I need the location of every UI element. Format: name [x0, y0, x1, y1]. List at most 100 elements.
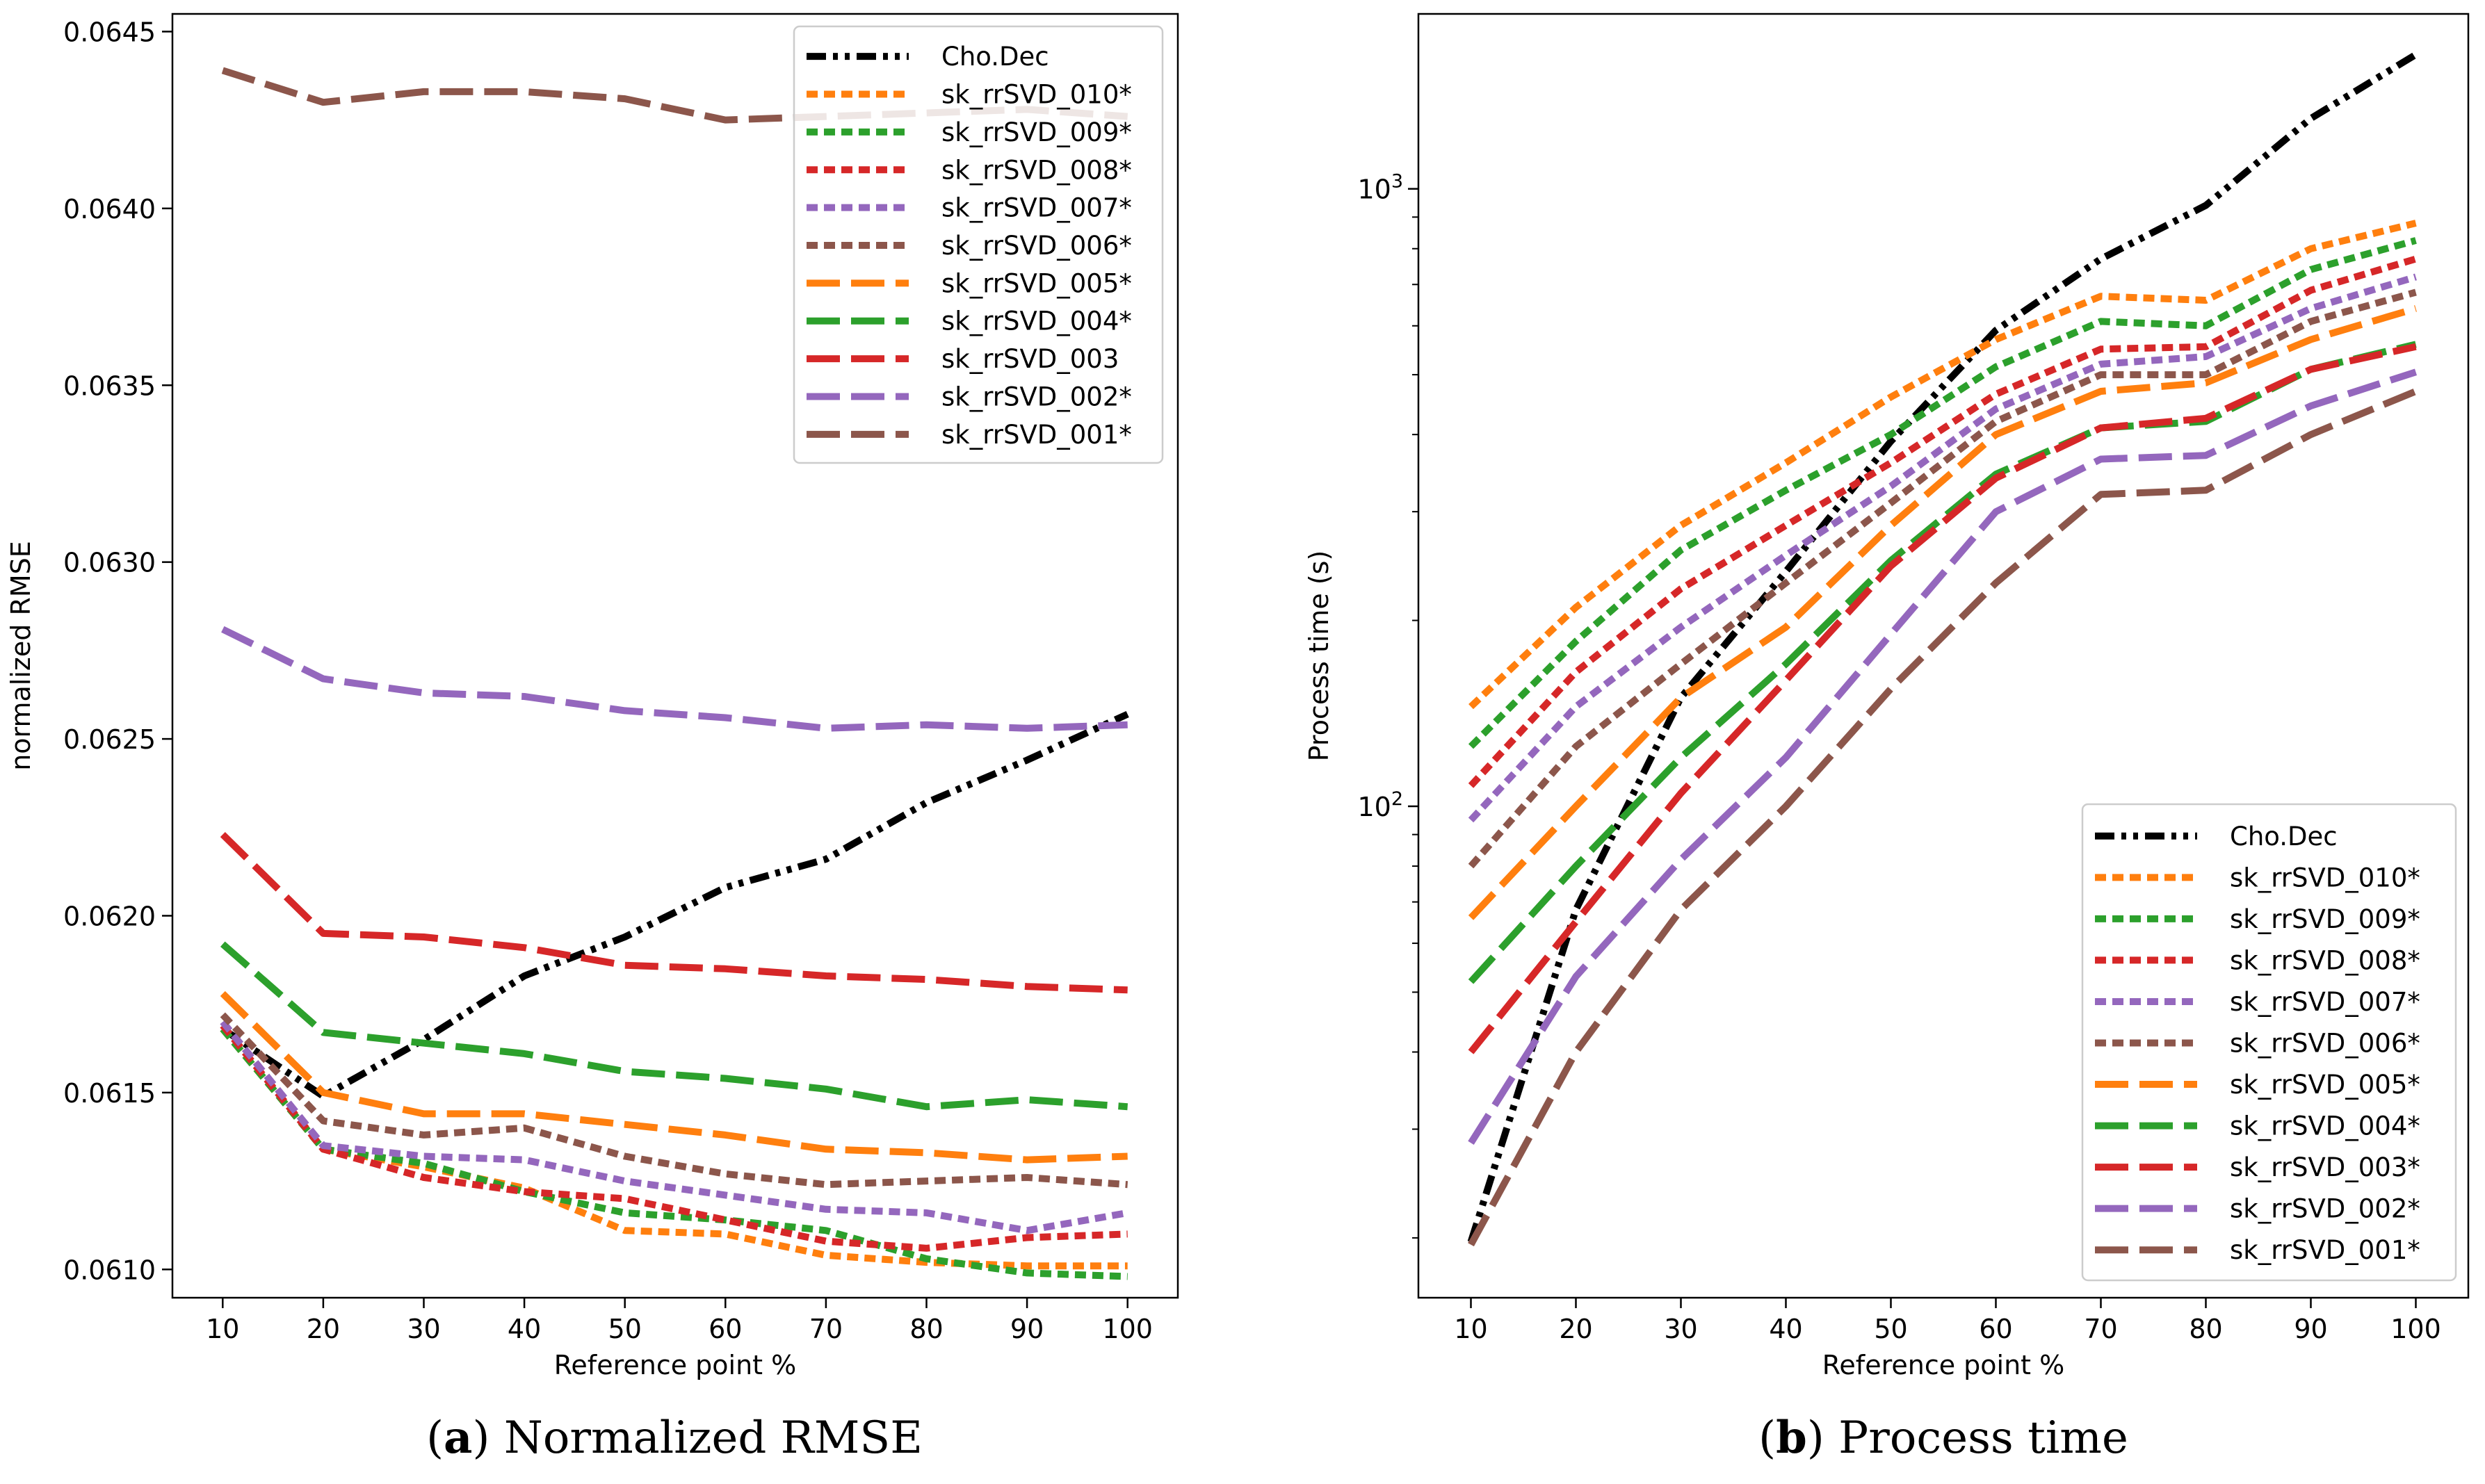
panel-a-legend-label: sk_rrSVD_002* — [941, 382, 1132, 411]
panel-b-legend-label: sk_rrSVD_009* — [2230, 904, 2420, 934]
panel-b-x-tick-label: 30 — [1664, 1314, 1697, 1344]
panel-a-legend-label: sk_rrSVD_001* — [941, 420, 1132, 450]
panel-b-legend-label: sk_rrSVD_002* — [2230, 1194, 2420, 1224]
panel-a-series-line-4 — [220, 1019, 1128, 1234]
panel-a-series-line-7 — [220, 941, 1128, 1111]
panel-b-x-axis-label: Reference point % — [1822, 1350, 2065, 1380]
panel-a-series-line-9 — [221, 626, 1128, 732]
panel-a-x-tick-label: 40 — [508, 1314, 541, 1344]
panel-b-legend-label: sk_rrSVD_010* — [2230, 863, 2420, 892]
panel-a-y-tick-label: 0.0640 — [63, 194, 156, 225]
panel-b-legend-label: sk_rrSVD_007* — [2230, 987, 2420, 1017]
panel-a-legend-item: sk_rrSVD_007* — [807, 193, 1132, 223]
panel-a-legend-label: sk_rrSVD_008* — [941, 155, 1132, 185]
panel-a-legend-label: sk_rrSVD_004* — [941, 307, 1132, 336]
panel-a-legend-item: sk_rrSVD_009* — [807, 117, 1132, 147]
panel-b-process-time: 10 20 30 40 50 60 70 80 90 100 102 103 Reference poi… — [1304, 13, 2470, 1464]
panel-b-series-line-1 — [1468, 220, 2417, 710]
panel-b-x-tick-label: 10 — [1454, 1314, 1487, 1344]
panel-b-y-tick-exponent: 2 — [1391, 788, 1403, 810]
panel-b-legend-label: sk_rrSVD_003* — [2230, 1152, 2420, 1182]
panel-a-series-line-0 — [220, 710, 1129, 1100]
panel-a-legend-item: sk_rrSVD_008* — [807, 155, 1132, 185]
panel-b-y-axis-label: Process time (s) — [1304, 551, 1334, 762]
panel-b-legend-item: sk_rrSVD_008* — [2095, 945, 2420, 975]
panel-a-legend-item: sk_rrSVD_003 — [807, 344, 1119, 374]
panel-b-caption: (b) Process time — [1758, 1412, 2128, 1464]
panel-a-x-tick-label: 90 — [1010, 1314, 1044, 1344]
panel-a-legend-item: sk_rrSVD_001* — [807, 420, 1132, 450]
panel-a-caption-text: ) Normalized RMSE — [473, 1412, 923, 1464]
panel-b-x-tick-label: 40 — [1769, 1314, 1802, 1344]
panel-b-legend-label: sk_rrSVD_001* — [2230, 1235, 2420, 1265]
panel-a-caption: (a) Normalized RMSE — [426, 1412, 923, 1464]
panel-b-x-tick-label: 80 — [2189, 1314, 2222, 1344]
panel-a-series-line-6 — [220, 990, 1128, 1164]
panel-b-legend-item: sk_rrSVD_002* — [2095, 1194, 2420, 1224]
panel-a-y-tick-label: 0.0615 — [63, 1078, 156, 1109]
panel-a-x-axis-label: Reference point % — [554, 1350, 797, 1380]
panel-a-legend-label: sk_rrSVD_005* — [941, 268, 1132, 298]
panel-b-x-tick-label: 50 — [1874, 1314, 1907, 1344]
panel-b-caption-letter: b — [1776, 1412, 1807, 1464]
panel-a-legend-item: sk_rrSVD_006* — [807, 231, 1132, 261]
panel-a-y-tick-label: 0.0610 — [63, 1255, 156, 1285]
panel-a-legend-label: Cho.Dec — [941, 42, 1049, 72]
panel-a-x-tick-label: 50 — [608, 1314, 642, 1344]
panel-b-legend-label: sk_rrSVD_004* — [2230, 1111, 2420, 1141]
panel-b-legend: Cho.Dec sk_rrSVD_010* sk_rrSVD_009* sk_rrSV… — [2081, 803, 2457, 1282]
panel-a-x-tick-label: 60 — [709, 1314, 742, 1344]
panel-a-series-line-2 — [220, 1027, 1128, 1280]
panel-a-y-tick-label: 0.0625 — [63, 724, 156, 755]
panel-a-series-line-5 — [220, 1012, 1128, 1189]
panel-b-x-tick-label: 60 — [1979, 1314, 2012, 1344]
panel-a-caption-letter: a — [444, 1412, 472, 1464]
panel-a-axes-frame — [171, 13, 1179, 1299]
panel-b-legend-label: sk_rrSVD_006* — [2230, 1029, 2420, 1059]
panel-a-legend-label: sk_rrSVD_006* — [941, 231, 1132, 261]
panel-a-y-axis-label: normalized RMSE — [6, 541, 36, 771]
panel-b-series-line-10 — [1468, 388, 2418, 1247]
panel-b-legend-label: sk_rrSVD_008* — [2230, 945, 2420, 975]
panel-a-series-line-3 — [220, 1023, 1128, 1252]
panel-b-caption-open: ( — [1758, 1412, 1776, 1464]
panel-b-series-line-8 — [1468, 343, 2417, 1054]
panel-b-series-line-0 — [1467, 51, 2418, 1244]
panel-a-legend: Cho.Dec sk_rrSVD_010* sk_rrSVD_009* sk_rrSV… — [793, 25, 1164, 464]
panel-b-legend-item: sk_rrSVD_003* — [2095, 1152, 2420, 1182]
panel-b-series-line-4 — [1468, 273, 2417, 823]
panel-b-x-tick-label: 90 — [2294, 1314, 2327, 1344]
panel-a-x-tick-label: 30 — [407, 1314, 440, 1344]
panel-a-x-tick-label: 20 — [307, 1314, 340, 1344]
panel-a-legend-label: sk_rrSVD_007* — [941, 193, 1132, 223]
panel-b-legend-item: Cho.Dec — [2095, 822, 2338, 851]
panel-a-x-tick-label: 80 — [909, 1314, 943, 1344]
panel-b-legend-item: sk_rrSVD_010* — [2095, 863, 2420, 892]
panel-a-legend-item: sk_rrSVD_002* — [807, 382, 1132, 411]
panel-b-y-tick-exponent: 3 — [1391, 171, 1403, 193]
panel-a-legend-box — [793, 25, 1164, 464]
panel-b-legend-label: sk_rrSVD_005* — [2230, 1070, 2420, 1100]
panel-b-caption-text: ) Process time — [1807, 1412, 2128, 1464]
panel-b-legend-item: sk_rrSVD_001* — [2095, 1235, 2420, 1265]
panel-b-series-group — [1467, 51, 2418, 1247]
panel-b-x-tick-label: 20 — [1559, 1314, 1592, 1344]
panel-a-series-line-8 — [220, 831, 1128, 994]
panel-b-axes-frame — [1417, 13, 2470, 1299]
panel-b-x-tick-label: 70 — [2084, 1314, 2117, 1344]
panel-b-legend-item: sk_rrSVD_009* — [2095, 904, 2420, 934]
panel-a-legend-item: sk_rrSVD_004* — [807, 307, 1132, 336]
panel-b-legend-item: sk_rrSVD_005* — [2095, 1070, 2420, 1100]
panel-b-series-line-7 — [1468, 341, 2417, 984]
panel-a-legend-item: sk_rrSVD_005* — [807, 268, 1132, 298]
panel-a-y-tick-label: 0.0620 — [63, 901, 156, 931]
panel-b-series-line-6 — [1468, 305, 2417, 920]
panel-a-legend-item: sk_rrSVD_010* — [807, 80, 1132, 110]
panel-b-y-tick-label: 102 — [1357, 788, 1403, 822]
panel-a-y-tick-label: 0.0645 — [63, 17, 156, 47]
panel-a-rmse: 10 20 30 40 50 60 70 80 90 100 0.0610 0.0615 0.0620 0… — [6, 13, 1179, 1464]
panel-b-legend-item: sk_rrSVD_004* — [2095, 1111, 2420, 1141]
panel-a-x-tick-label: 10 — [206, 1314, 239, 1344]
panel-a-legend-label: sk_rrSVD_003 — [941, 344, 1119, 374]
